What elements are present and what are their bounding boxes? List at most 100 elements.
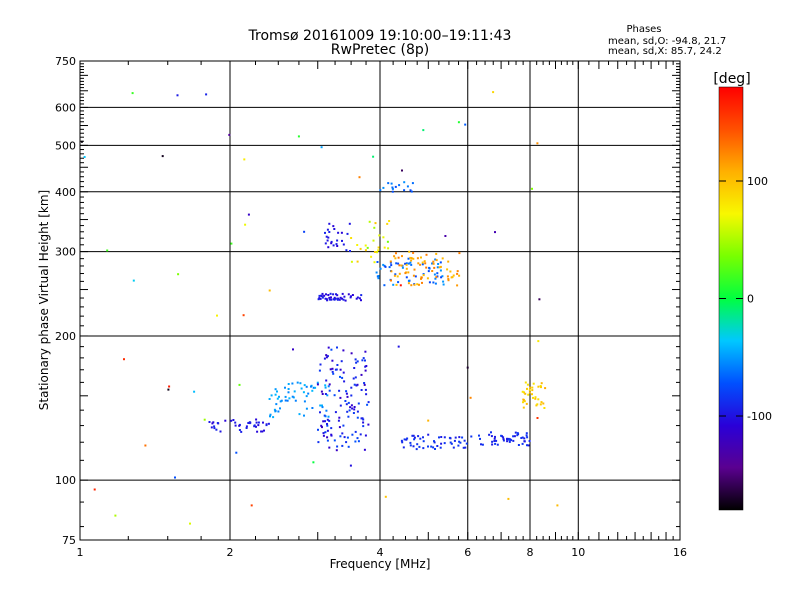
data-point	[330, 242, 333, 245]
stats-o: mean, sd,O: -94.8, 21.7	[608, 36, 726, 47]
data-point	[330, 433, 333, 436]
data-point	[463, 439, 466, 442]
data-point	[247, 422, 250, 424]
data-point	[355, 297, 358, 300]
data-point	[325, 356, 328, 359]
data-point	[316, 381, 319, 384]
data-point	[303, 230, 306, 233]
data-point	[402, 446, 405, 449]
data-point	[275, 403, 278, 406]
data-point	[368, 220, 371, 223]
data-point	[243, 158, 246, 161]
data-point	[435, 259, 438, 262]
data-point	[525, 402, 528, 405]
data-point	[479, 437, 481, 440]
data-point	[268, 398, 271, 400]
data-point	[544, 387, 547, 390]
x-tick-label: 8	[527, 546, 534, 559]
data-point	[274, 388, 277, 391]
data-point	[428, 281, 431, 284]
data-point	[417, 262, 420, 265]
data-point	[326, 436, 329, 439]
data-point	[274, 393, 277, 396]
data-point	[322, 434, 325, 437]
data-point	[391, 187, 394, 190]
data-point	[512, 439, 515, 442]
data-point	[341, 239, 343, 242]
data-point	[326, 355, 329, 358]
data-point	[341, 376, 344, 379]
data-point	[213, 425, 216, 428]
data-point	[436, 445, 439, 447]
data-point	[469, 396, 472, 399]
data-point	[438, 436, 440, 439]
data-point	[114, 514, 117, 517]
data-point	[543, 407, 546, 409]
data-point	[318, 294, 321, 297]
data-point	[410, 263, 413, 266]
data-point	[432, 262, 435, 265]
data-point	[263, 429, 265, 432]
data-point	[338, 416, 341, 419]
data-point	[356, 416, 359, 419]
data-point	[500, 434, 503, 437]
data-point	[364, 365, 367, 368]
grid-lines	[80, 61, 680, 540]
data-point	[343, 295, 346, 298]
data-point	[506, 438, 508, 441]
data-point	[536, 142, 539, 145]
data-point	[343, 380, 346, 383]
data-point	[537, 340, 540, 343]
data-point	[299, 382, 302, 385]
data-point	[401, 255, 403, 258]
data-point	[377, 249, 380, 252]
data-point	[272, 416, 275, 419]
data-point	[321, 406, 324, 409]
data-point	[276, 390, 278, 393]
data-point	[230, 242, 233, 245]
data-point	[256, 430, 259, 433]
data-point	[413, 438, 416, 441]
data-point	[161, 155, 164, 158]
data-point	[340, 360, 343, 363]
data-point	[382, 263, 385, 266]
data-point	[556, 504, 559, 507]
data-point	[336, 445, 339, 448]
data-point	[437, 263, 440, 265]
data-point	[361, 359, 364, 362]
data-point	[132, 279, 135, 282]
data-point	[345, 390, 348, 393]
data-point	[413, 268, 416, 271]
data-point	[174, 476, 176, 479]
data-point	[286, 399, 289, 402]
data-point	[440, 276, 443, 279]
data-point	[303, 414, 305, 417]
data-point	[366, 246, 369, 249]
data-point	[255, 421, 258, 424]
data-point	[422, 440, 425, 443]
data-point	[408, 250, 411, 253]
data-point	[311, 389, 314, 392]
data-point	[353, 383, 356, 386]
data-point	[193, 390, 196, 393]
data-point	[338, 298, 341, 301]
data-point	[393, 274, 396, 277]
data-point	[526, 387, 528, 390]
data-point	[328, 389, 331, 392]
data-point	[321, 292, 324, 295]
data-point	[456, 272, 459, 275]
data-point	[255, 418, 258, 421]
data-point	[350, 237, 353, 239]
data-point	[409, 256, 412, 259]
data-point	[216, 422, 219, 424]
data-point	[478, 434, 480, 437]
data-point	[433, 441, 436, 444]
data-point	[461, 436, 464, 439]
data-point	[398, 272, 401, 275]
data-point	[364, 244, 367, 247]
data-point	[390, 264, 393, 267]
data-point	[336, 346, 338, 349]
data-point	[522, 398, 525, 401]
data-point	[278, 395, 280, 398]
data-point	[347, 415, 350, 418]
